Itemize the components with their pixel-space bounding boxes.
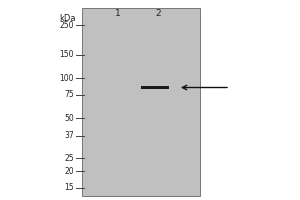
- Bar: [141, 86, 169, 89]
- Text: 25: 25: [64, 154, 74, 163]
- Text: 15: 15: [64, 184, 74, 192]
- Text: 20: 20: [64, 167, 74, 176]
- Text: 150: 150: [59, 50, 74, 59]
- Text: 250: 250: [59, 21, 74, 29]
- Text: 75: 75: [64, 90, 74, 99]
- Bar: [82, 8, 200, 196]
- Text: 50: 50: [64, 114, 74, 123]
- Text: 37: 37: [64, 131, 74, 140]
- Text: 1: 1: [115, 9, 121, 19]
- Text: 2: 2: [155, 9, 161, 19]
- Text: 100: 100: [59, 74, 74, 83]
- Text: kDa: kDa: [59, 14, 76, 23]
